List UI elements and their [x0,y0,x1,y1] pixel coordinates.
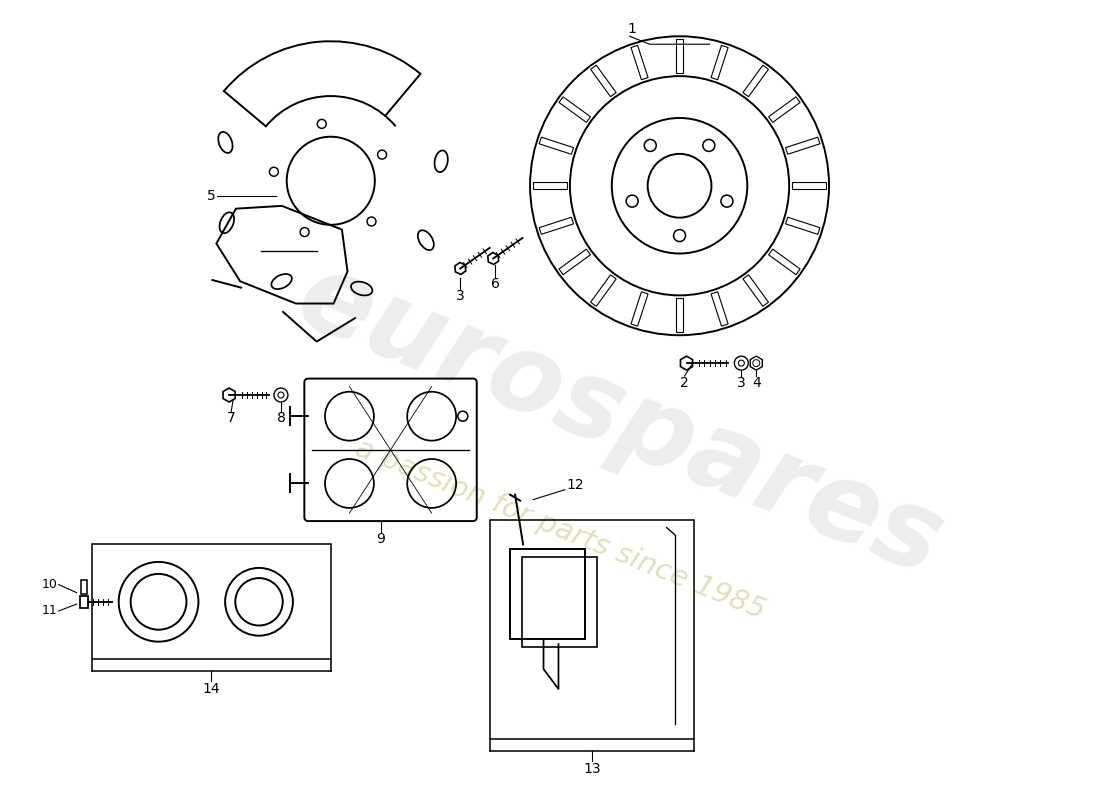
Polygon shape [539,218,573,234]
Polygon shape [792,182,826,190]
Bar [79,595,88,607]
Polygon shape [769,249,800,274]
Bar [510,550,585,639]
Polygon shape [711,292,728,326]
Bar [80,580,87,594]
Text: 11: 11 [42,605,57,618]
Bar [91,545,331,659]
Text: 1: 1 [627,22,636,36]
Text: 4: 4 [752,376,761,390]
Polygon shape [711,46,728,80]
Bar [491,519,694,739]
Text: 9: 9 [376,532,385,546]
Polygon shape [676,298,683,332]
Text: 6: 6 [491,278,499,291]
Bar [522,558,597,647]
Polygon shape [631,46,648,80]
Text: 2: 2 [680,376,689,390]
Text: eurospares: eurospares [283,242,957,598]
Polygon shape [559,97,591,122]
Polygon shape [676,39,683,73]
Text: 5: 5 [207,189,216,202]
Polygon shape [742,274,769,306]
Polygon shape [534,182,566,190]
Text: 7: 7 [227,411,235,425]
Polygon shape [539,137,573,154]
Text: 10: 10 [42,578,57,591]
Polygon shape [631,292,648,326]
Polygon shape [742,65,769,97]
Polygon shape [591,65,616,97]
Text: 3: 3 [455,290,464,303]
Text: 3: 3 [737,376,746,390]
Text: 8: 8 [276,411,285,425]
Text: 12: 12 [566,478,584,492]
Polygon shape [591,274,616,306]
Text: 14: 14 [202,682,220,696]
Text: a passion for parts since 1985: a passion for parts since 1985 [351,434,769,625]
Polygon shape [785,218,820,234]
Polygon shape [769,97,800,122]
Text: 13: 13 [583,762,602,776]
Polygon shape [785,137,820,154]
Polygon shape [559,249,591,274]
